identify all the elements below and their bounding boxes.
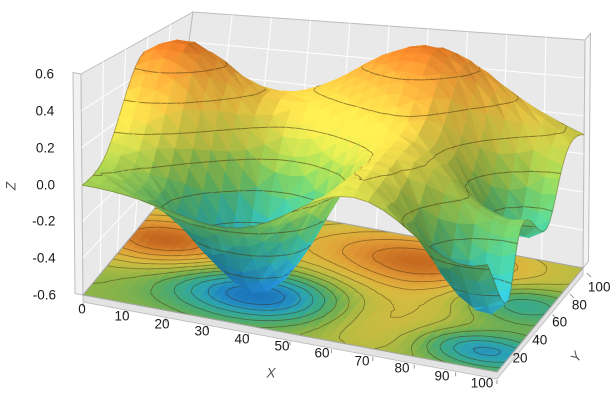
x-axis-tick-label: 40 [234,331,250,347]
z-axis-tick-label: 0.4 [35,103,55,119]
z-axis-tick-label: 0.2 [35,140,55,156]
y-axis-tick-label: 20 [512,350,528,366]
x-axis-tick-label: 20 [154,316,170,332]
x-axis-tick-label: 70 [354,353,370,369]
y-axis-tick-label: 80 [571,297,587,313]
x-axis-title: X [266,365,276,381]
z-axis-tick-label: -0.4 [32,250,56,266]
y-axis-tick-label: 60 [552,314,568,330]
x-axis-tick-label: 50 [274,338,290,354]
z-axis-tick-label: 0.6 [35,66,54,82]
x-axis-tick-label: 100 [470,375,494,391]
z-axis-tick-label: -0.6 [32,287,56,303]
z-axis-tick-label: -0.2 [32,213,56,229]
x-axis-tick-label: 80 [394,360,410,376]
x-axis-tick-label: 90 [434,368,450,384]
z-axis-title: Z [3,181,19,191]
x-axis-tick-label: 10 [114,308,130,324]
x-axis-tick-label: 60 [314,345,330,361]
y-axis-tick-label: 40 [532,332,548,348]
y-axis-tick-label: 100 [587,279,610,295]
z-axis-tick-label: 0.0 [36,177,55,192]
x-axis-tick-label: 0 [78,301,86,317]
x-axis-tick-label: 30 [194,323,210,339]
